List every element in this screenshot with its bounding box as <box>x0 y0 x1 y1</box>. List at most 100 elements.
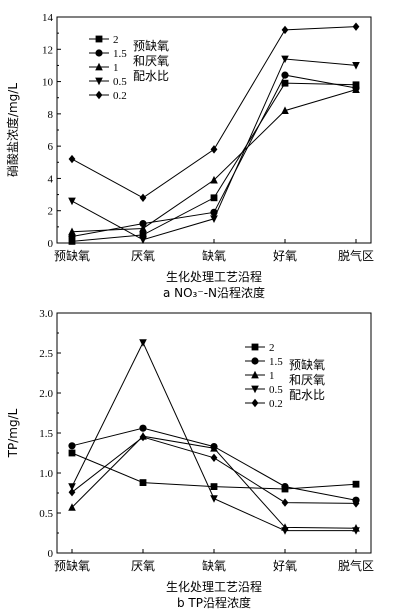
data-point <box>210 215 218 223</box>
y-tick-label: 2.0 <box>39 388 53 400</box>
legend-item: 0.5 <box>245 384 283 396</box>
legend-item: 1 <box>245 370 275 382</box>
series-1 <box>68 432 360 532</box>
x-tick-label: 脱气区 <box>338 558 374 573</box>
data-point <box>352 480 360 488</box>
data-point <box>210 175 218 184</box>
legend-label: 0.2 <box>269 398 283 410</box>
series-1.5 <box>68 424 360 504</box>
legend-label: 0.2 <box>113 90 127 102</box>
legend-marker <box>95 90 103 100</box>
legend-label: 1.5 <box>269 356 283 368</box>
y-tick-label: 4 <box>48 173 54 185</box>
legend-note: 预缺氧 和厌氧 配水比 <box>133 38 169 83</box>
data-point <box>352 62 360 70</box>
plot-frame <box>56 312 372 554</box>
data-point <box>210 444 218 452</box>
y-tick-label: 2 <box>48 206 54 218</box>
x-tick-label: 预缺氧 <box>54 558 90 573</box>
y-tick-label: 0 <box>48 238 54 250</box>
data-point <box>68 442 76 450</box>
data-point <box>68 503 76 511</box>
legend-label: 0.5 <box>113 76 127 88</box>
data-point <box>281 527 289 535</box>
data-point <box>139 339 147 347</box>
y-tick-label: 3.0 <box>39 308 53 320</box>
data-point <box>281 71 289 79</box>
legend-item: 1.5 <box>89 48 127 60</box>
legend-marker <box>95 62 103 71</box>
x-axis-label: 生化处理工艺沿程 <box>166 579 262 594</box>
data-point <box>68 449 76 457</box>
legend-label: 1 <box>269 370 275 382</box>
x-tick-label: 好氧 <box>273 559 297 573</box>
legend-label: 0.5 <box>269 384 283 396</box>
x-tick-label: 预缺氧 <box>54 248 90 263</box>
legend-marker <box>95 35 103 43</box>
data-point <box>139 231 147 239</box>
legend-marker <box>251 357 259 365</box>
legend-label: 2 <box>269 342 275 354</box>
legend-item: 2 <box>245 342 275 354</box>
y-axis-label: 硝酸盐浓度/mg/L <box>5 83 20 177</box>
legend: 2 1.5 1 0.5 0.2 <box>89 34 127 102</box>
legend-marker <box>251 385 259 394</box>
legend-label: 2 <box>113 34 119 46</box>
y-tick-label: 8 <box>48 109 54 121</box>
data-point <box>352 85 360 94</box>
x-tick-label: 厌氧 <box>131 559 155 573</box>
data-point <box>210 194 218 202</box>
data-point <box>68 483 76 491</box>
data-point <box>139 220 147 228</box>
series-0.5 <box>68 55 360 244</box>
legend-marker <box>95 77 103 86</box>
x-axis-label: 生化处理工艺沿程 <box>166 269 262 284</box>
legend-marker <box>251 398 259 408</box>
y-tick-label: 1.0 <box>39 468 53 480</box>
series-0.5 <box>68 339 360 535</box>
data-point <box>281 79 289 87</box>
legend-label: 1 <box>113 62 119 74</box>
legend-note-line-1: 预缺氧 <box>289 357 325 372</box>
legend: 2 1.5 1 0.5 0.2 <box>245 342 283 410</box>
chart-caption: a NO₃⁻-N沿程浓度 <box>163 285 265 300</box>
data-point <box>139 236 147 244</box>
y-ticks: 0 0.5 1.0 1.5 2.0 2.5 3.0 <box>39 308 61 560</box>
data-point <box>139 193 147 202</box>
legend-item: 2 <box>89 34 119 46</box>
series-0.2 <box>68 432 360 508</box>
x-ticks: 预缺氧 厌氧 缺氧 好氧 脱气区 <box>54 549 374 573</box>
data-point <box>68 154 76 164</box>
data-point <box>281 106 289 115</box>
data-point <box>352 527 360 535</box>
series-0.2 <box>68 22 360 202</box>
series-group <box>68 339 360 535</box>
series-group <box>68 22 360 245</box>
data-point <box>68 237 76 245</box>
y-ticks: 0 2 4 6 8 10 12 14 <box>42 12 61 250</box>
legend-item: 0.2 <box>245 398 283 410</box>
data-point <box>139 224 147 232</box>
chart-caption: b TP沿程浓度 <box>177 595 251 610</box>
legend-label: 1.5 <box>113 48 127 60</box>
legend-item: 0.5 <box>89 76 127 88</box>
data-point <box>210 453 218 462</box>
legend-marker <box>251 370 259 379</box>
data-point <box>68 488 76 497</box>
legend-note-line-3: 配水比 <box>289 388 325 402</box>
data-point <box>139 432 147 442</box>
legend-note-line-3: 配水比 <box>133 69 169 83</box>
y-tick-label: 1.5 <box>39 428 53 440</box>
legend-item: 1.5 <box>245 356 283 368</box>
legend-item: 0.2 <box>89 90 127 102</box>
chart-tp: 00.51.01.52.02.53.0 预缺氧 厌氧 缺氧 好氧 脱气区 21.510.… <box>6 308 374 610</box>
data-point <box>281 483 289 491</box>
legend-note-line-2: 和厌氧 <box>133 54 169 68</box>
data-point <box>281 25 289 35</box>
y-tick-label: 0 <box>48 548 54 560</box>
data-point <box>68 197 76 206</box>
y-tick-label: 14 <box>42 12 54 24</box>
legend-note-line-1: 预缺氧 <box>133 38 169 53</box>
